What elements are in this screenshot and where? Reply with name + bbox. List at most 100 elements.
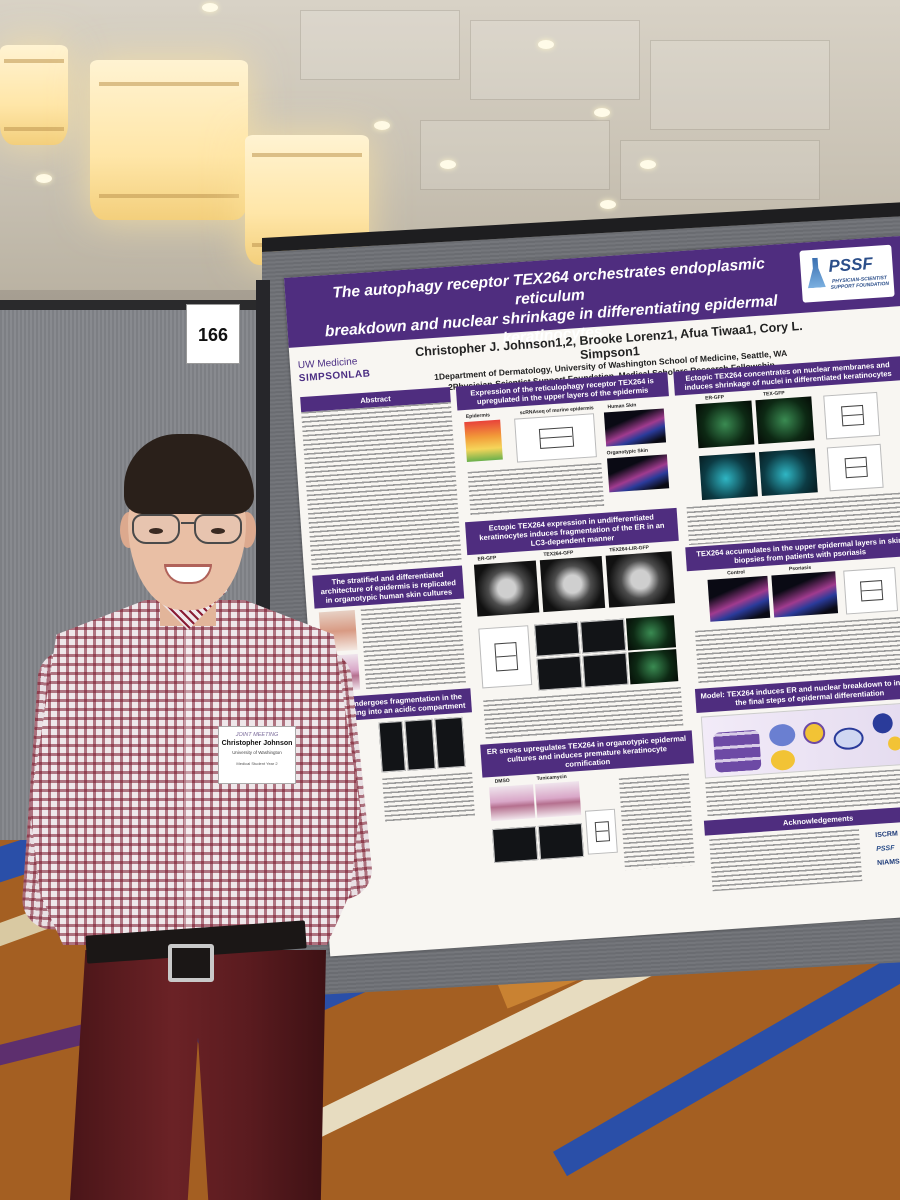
stratified-caption bbox=[360, 602, 466, 690]
er-shape bbox=[802, 721, 826, 745]
lc3-panel bbox=[628, 649, 679, 685]
label-human-skin: Human Skin bbox=[607, 402, 637, 411]
iscrm-logo: ISCRM bbox=[875, 830, 899, 840]
label-tunicamycin: Tunicamycin bbox=[536, 773, 567, 782]
lc3-panel bbox=[534, 621, 581, 657]
nuclear-size-plot bbox=[826, 443, 884, 492]
tex-gfp-nuclear-panel bbox=[755, 396, 815, 445]
psoriasis-figure-area: Control Psoriasis bbox=[687, 556, 900, 689]
lc3-panel bbox=[582, 652, 629, 688]
poster-column-3: Ectopic TEX264 concentrates on nuclear m… bbox=[673, 356, 900, 895]
nuclei-panel bbox=[758, 448, 818, 496]
quantification-plot bbox=[478, 625, 533, 689]
psoriasis-skin-panel bbox=[771, 571, 839, 618]
er-stress-caption bbox=[618, 773, 695, 871]
label-psoriasis: Psoriasis bbox=[788, 564, 812, 573]
label-control: Control bbox=[726, 569, 746, 577]
pssf-footer-logo: PSSF bbox=[876, 844, 895, 854]
name-badge: JOINT MEETING Christopher Johnson Univer… bbox=[218, 726, 296, 784]
if-panel bbox=[491, 826, 539, 864]
flask-icon bbox=[806, 257, 826, 288]
label-er-gfp: ER-GFP bbox=[477, 555, 497, 563]
microscopy-panel bbox=[404, 718, 436, 771]
poster-column-2: Expression of the reticulophagy receptor… bbox=[455, 372, 702, 887]
badge-category: Medical Student Year 2 bbox=[236, 761, 278, 766]
reticulophagy-caption bbox=[467, 462, 605, 516]
left-eye bbox=[149, 528, 163, 534]
nucleus-shape bbox=[768, 723, 796, 748]
research-poster: The autophagy receptor TEX264 orchestrat… bbox=[284, 235, 900, 957]
label-tex-gfp: TEX-GFP bbox=[762, 390, 785, 398]
downlight bbox=[538, 40, 554, 49]
ceiling-panel bbox=[470, 20, 640, 100]
ceiling-panel bbox=[620, 140, 820, 200]
psoriasis-caption bbox=[694, 615, 900, 685]
ceiling-panel bbox=[650, 40, 830, 130]
er-gfp-nuclear-panel bbox=[695, 400, 755, 449]
shirt-placket bbox=[184, 630, 192, 930]
badge-institution: University of Washington bbox=[232, 750, 282, 755]
badge-name: Christopher Johnson bbox=[221, 740, 293, 747]
er-stress-figure-area: DMSO Tunicamycin bbox=[482, 763, 701, 887]
he-panel bbox=[489, 784, 536, 822]
ceiling-panel bbox=[300, 10, 460, 80]
left-lens bbox=[132, 514, 180, 544]
downlight bbox=[202, 3, 218, 12]
chandelier-light bbox=[90, 60, 248, 220]
autophagosome-shape bbox=[832, 726, 865, 751]
glasses-bridge bbox=[181, 522, 195, 524]
ectopic-undiff-caption bbox=[483, 686, 684, 741]
ectopic-nuclear-figure-area: ER-GFP TEX-GFP bbox=[675, 380, 900, 547]
degraded-shape bbox=[887, 736, 900, 751]
badge-meeting: JOINT MEETING bbox=[235, 732, 279, 738]
keratinocyte-layers bbox=[712, 729, 762, 773]
downlight bbox=[600, 200, 616, 209]
ceiling-panel bbox=[420, 120, 610, 190]
label-epidermis: Epidermis bbox=[465, 412, 491, 420]
downlight bbox=[36, 174, 52, 183]
organotypic-skin-panel bbox=[607, 454, 670, 493]
label-dmso: DMSO bbox=[494, 777, 510, 785]
nuclei-panel bbox=[699, 452, 758, 501]
ceiling bbox=[0, 0, 900, 310]
model-figure-area bbox=[697, 697, 900, 820]
uw-medicine-logo: UW Medicine SIMPSONLAB bbox=[298, 352, 400, 385]
pssf-logo: PSSF PHYSICIAN-SCIENTIST SUPPORT FOUNDAT… bbox=[799, 244, 895, 303]
lc3-panel bbox=[625, 615, 677, 651]
control-skin-panel bbox=[707, 575, 771, 622]
reticulophagy-figure-area: Epidermis scRNAseq of murine epidermis H… bbox=[457, 396, 676, 522]
tex264-gfp-panel bbox=[539, 556, 606, 613]
abstract-text bbox=[301, 401, 462, 572]
tex264-lir-gfp-panel bbox=[605, 551, 676, 608]
lc3-panel bbox=[536, 655, 583, 691]
downlight bbox=[594, 108, 610, 117]
er-stress-plot bbox=[584, 808, 618, 855]
belt-buckle bbox=[168, 944, 214, 982]
undergoes-caption bbox=[382, 772, 476, 824]
downlight bbox=[640, 160, 656, 169]
scrnaseq-plot bbox=[514, 413, 597, 463]
downlight bbox=[374, 121, 390, 130]
he-panel bbox=[535, 781, 582, 819]
er-gfp-panel bbox=[473, 560, 540, 617]
downlight bbox=[440, 160, 456, 169]
pssf-logo-subtext: PHYSICIAN-SCIENTIST SUPPORT FOUNDATION bbox=[830, 275, 890, 291]
if-panel bbox=[537, 823, 585, 860]
niams-logo: NIAMS bbox=[876, 858, 900, 868]
label-tex264-gfp: TEX264-GFP bbox=[543, 549, 574, 558]
chandelier-light bbox=[0, 45, 68, 145]
nuclear-ratio-plot bbox=[823, 391, 881, 440]
lysosome-shape bbox=[770, 749, 796, 771]
psoriasis-plot bbox=[843, 567, 899, 615]
acknowledgements-text bbox=[709, 829, 863, 892]
epidermis-diagram bbox=[464, 419, 503, 462]
microscopy-panel bbox=[434, 716, 466, 769]
eyeglasses bbox=[132, 510, 244, 546]
ectopic-undiff-figure-area: ER-GFP TEX264-GFP TEX264-LIR-GFP bbox=[467, 541, 691, 745]
nuclei-shape bbox=[872, 712, 894, 734]
pssf-logo-text: PSSF bbox=[827, 253, 874, 276]
microscopy-panel bbox=[378, 720, 406, 773]
human-skin-panel bbox=[603, 408, 667, 447]
board-number-166: 166 bbox=[186, 304, 240, 364]
model-diagram bbox=[700, 701, 900, 779]
